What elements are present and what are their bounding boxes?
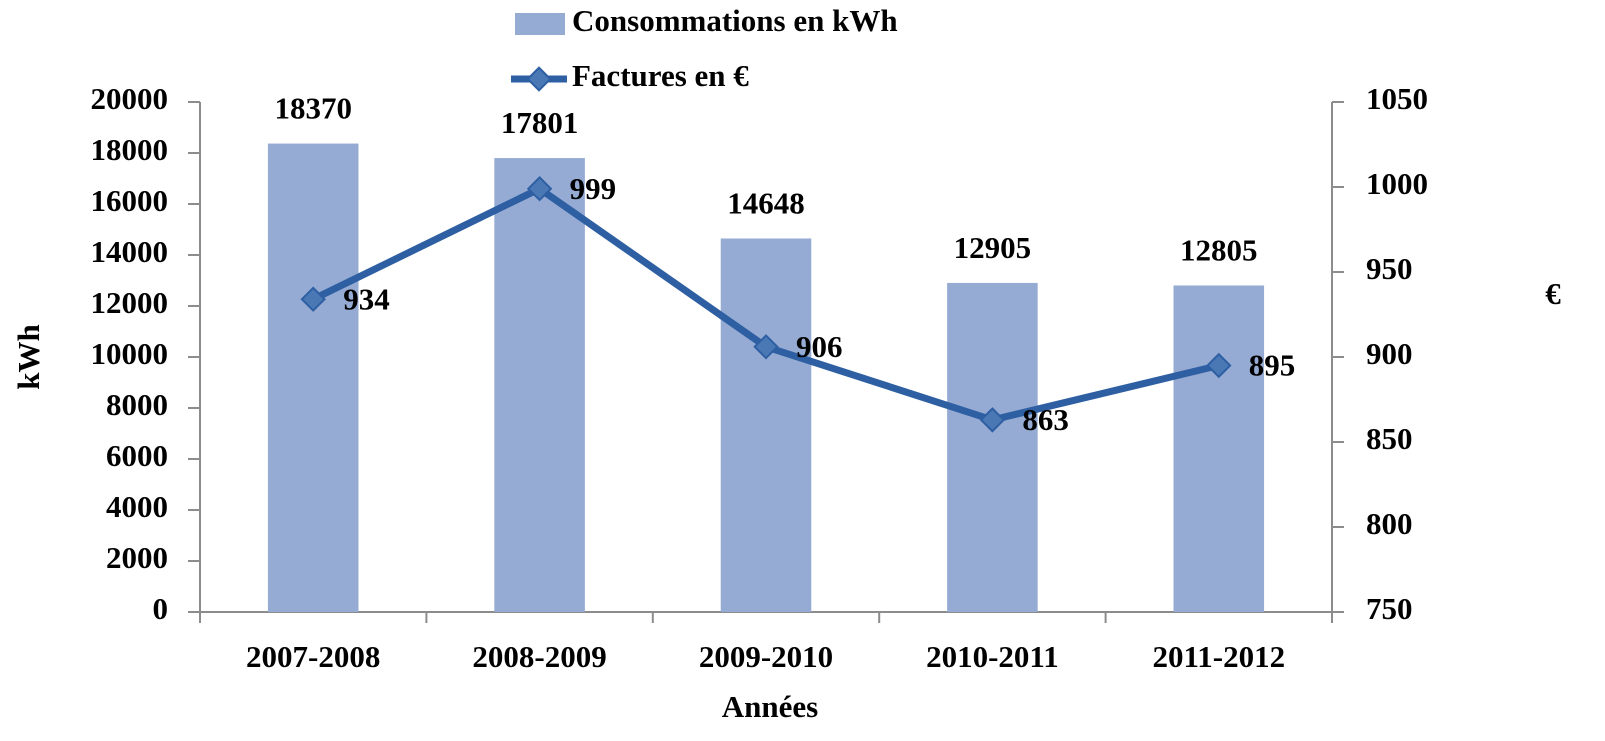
x-tick-label: 2011-2012 <box>1152 639 1285 674</box>
y2-tick-label: 800 <box>1366 506 1413 541</box>
bar <box>494 158 585 612</box>
y2-tick-label: 1050 <box>1366 81 1428 116</box>
y-tick-label: 14000 <box>91 234 169 269</box>
x-tick-label: 2007-2008 <box>246 639 380 674</box>
y2-axis-title: € <box>1545 276 1561 311</box>
bar <box>267 143 359 612</box>
legend-label: Consommations en kWh <box>572 3 898 38</box>
x-tick-label: 2010-2011 <box>926 639 1059 674</box>
line-marker <box>979 407 1006 433</box>
x-tick-label: 2009-2010 <box>699 639 833 674</box>
bar-value-label: 12805 <box>1180 233 1258 268</box>
bar-value-label: 12905 <box>954 230 1032 265</box>
y-tick-label: 16000 <box>91 183 169 218</box>
y-tick-label: 8000 <box>106 387 168 422</box>
legend-label: Factures en € <box>572 58 749 93</box>
line-value-label: 934 <box>343 281 390 316</box>
line-marker <box>526 175 553 202</box>
legend-swatch <box>515 13 565 35</box>
line-marker <box>753 334 779 360</box>
y-tick-label: 20000 <box>91 81 169 116</box>
legend-swatch <box>526 66 552 92</box>
y2-tick-label: 850 <box>1366 421 1413 456</box>
line-value-label: 999 <box>570 171 617 206</box>
bar <box>720 238 812 612</box>
bar-value-label: 18370 <box>274 91 352 126</box>
bar <box>947 282 1038 612</box>
bar <box>1173 285 1265 612</box>
y-axis-title: kWh <box>11 324 46 389</box>
x-axis-title: Années <box>722 689 818 724</box>
y-tick-label: 4000 <box>106 489 168 524</box>
bar-value-label: 17801 <box>501 105 579 140</box>
y2-tick-label: 1000 <box>1366 166 1428 201</box>
line-value-label: 906 <box>796 329 843 364</box>
y-tick-label: 12000 <box>91 285 169 320</box>
y-tick-label: 6000 <box>106 438 168 473</box>
bar-value-label: 14648 <box>727 186 805 221</box>
y-tick-label: 2000 <box>106 540 168 575</box>
x-tick-label: 2008-2009 <box>472 639 606 674</box>
line-value-label: 863 <box>1022 402 1069 437</box>
y-tick-label: 0 <box>153 591 169 626</box>
y2-tick-label: 950 <box>1366 251 1413 286</box>
y2-tick-label: 750 <box>1366 591 1413 626</box>
line-marker <box>300 286 326 312</box>
y-tick-label: 10000 <box>91 336 169 371</box>
y2-tick-label: 900 <box>1366 336 1413 371</box>
line-value-label: 895 <box>1249 348 1296 383</box>
line-marker <box>1206 352 1232 379</box>
y-tick-label: 18000 <box>91 132 169 167</box>
